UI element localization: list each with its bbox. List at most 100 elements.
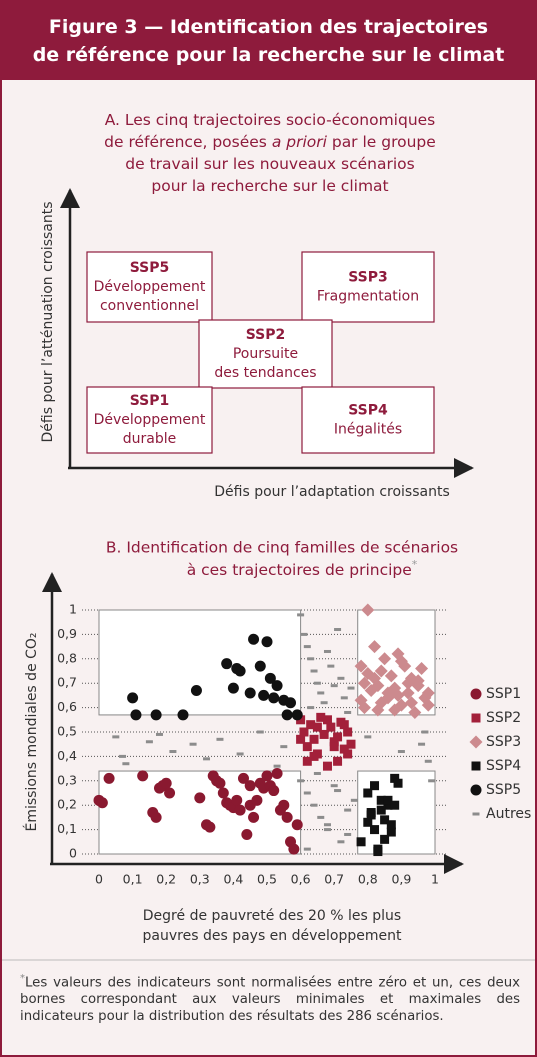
point xyxy=(234,804,246,816)
point xyxy=(404,696,418,710)
title-part: par le groupe xyxy=(327,133,436,151)
point xyxy=(313,771,321,775)
point xyxy=(339,744,349,754)
box-code: SSP5 xyxy=(130,260,170,276)
point xyxy=(322,715,332,725)
x-tick-label: 1 xyxy=(431,872,439,887)
x-tick-label: 0,5 xyxy=(257,872,277,887)
box-code: SSP2 xyxy=(246,327,286,343)
point xyxy=(273,764,281,768)
point xyxy=(401,676,415,690)
point xyxy=(370,825,380,835)
x-axis-label: Degré de pauvreté des 20 % les plus xyxy=(143,908,401,924)
y-tick-label: 0,6 xyxy=(57,699,77,714)
x-tick-label: 0,6 xyxy=(291,872,311,887)
point xyxy=(231,794,243,806)
point xyxy=(227,682,239,694)
point xyxy=(344,710,352,714)
point xyxy=(344,808,352,812)
point xyxy=(424,759,432,763)
point xyxy=(408,705,422,719)
point xyxy=(354,659,368,673)
diagram-title: A. Les cinq trajectoires socio-économiqu… xyxy=(104,111,436,195)
point xyxy=(415,662,429,676)
point xyxy=(330,784,338,788)
point xyxy=(421,698,435,712)
point xyxy=(386,827,396,837)
point xyxy=(214,777,226,789)
title-line: B. Identification de cinq familles de sc… xyxy=(106,539,458,557)
y-tick-label: 0,4 xyxy=(57,748,77,763)
point xyxy=(343,749,353,759)
point xyxy=(333,756,343,766)
point xyxy=(316,712,326,722)
point xyxy=(302,756,312,766)
chart-title: B. Identification de cinq familles de sc… xyxy=(106,539,458,579)
legend-marker xyxy=(469,735,483,749)
point xyxy=(271,767,283,779)
point xyxy=(357,701,371,715)
point xyxy=(317,815,325,819)
point xyxy=(411,674,425,688)
y-tick-label: 1 xyxy=(69,602,77,617)
box-label: durable xyxy=(123,431,176,447)
point xyxy=(217,787,229,799)
point xyxy=(122,762,130,766)
title-part: pour la recherche sur le climat xyxy=(151,177,388,195)
point xyxy=(310,803,318,807)
point xyxy=(150,811,162,823)
point xyxy=(296,734,306,744)
point xyxy=(285,697,297,709)
point xyxy=(386,820,396,830)
point xyxy=(374,664,388,678)
footnote: *Les valeurs des indicateurs sont normal… xyxy=(20,970,520,1025)
x-tick-label: 0 xyxy=(95,872,103,887)
title-part: a priori xyxy=(272,133,328,151)
y-axis-label: Défis pour l’atténuation croissants xyxy=(40,201,56,442)
point xyxy=(323,828,331,832)
point xyxy=(329,737,339,747)
point xyxy=(271,680,283,692)
point xyxy=(297,613,305,617)
point xyxy=(307,657,315,661)
title-line: pour la recherche sur le climat xyxy=(151,177,388,195)
point xyxy=(401,686,415,700)
point xyxy=(327,664,335,668)
point xyxy=(312,722,322,732)
header-title: Figure 3 — Identification des trajectoir… xyxy=(48,16,489,38)
point xyxy=(137,770,149,782)
legend-label: SSP4 xyxy=(486,758,521,774)
point xyxy=(356,837,366,847)
point xyxy=(313,681,321,685)
point xyxy=(364,735,372,739)
x-tick-label: 0,1 xyxy=(123,872,143,887)
title-part: à ces trajectoires de principe xyxy=(187,561,412,579)
y-tick-label: 0,9 xyxy=(57,626,77,641)
legend-label: SSP1 xyxy=(486,686,521,702)
point xyxy=(378,652,392,666)
legend-label: Autres xyxy=(486,806,531,822)
point xyxy=(258,689,270,701)
legend-marker xyxy=(470,688,482,700)
point xyxy=(357,676,371,690)
point xyxy=(204,821,216,833)
x-tick-label: 0,8 xyxy=(358,872,378,887)
header: Figure 3 — Identification des trajectoir… xyxy=(2,2,535,80)
point xyxy=(234,665,246,677)
point xyxy=(103,772,115,784)
point xyxy=(421,730,429,734)
point xyxy=(317,691,325,695)
point xyxy=(340,696,348,700)
box-label: Développement xyxy=(94,412,206,428)
point xyxy=(164,787,176,799)
point xyxy=(381,686,395,700)
point xyxy=(303,645,311,649)
y-tick-label: 0,3 xyxy=(57,772,77,787)
point xyxy=(363,788,373,798)
x-tick-label: 0,2 xyxy=(156,872,176,887)
point xyxy=(346,739,356,749)
point xyxy=(261,636,273,648)
x-tick-label: 0,7 xyxy=(324,872,344,887)
point xyxy=(150,709,162,721)
